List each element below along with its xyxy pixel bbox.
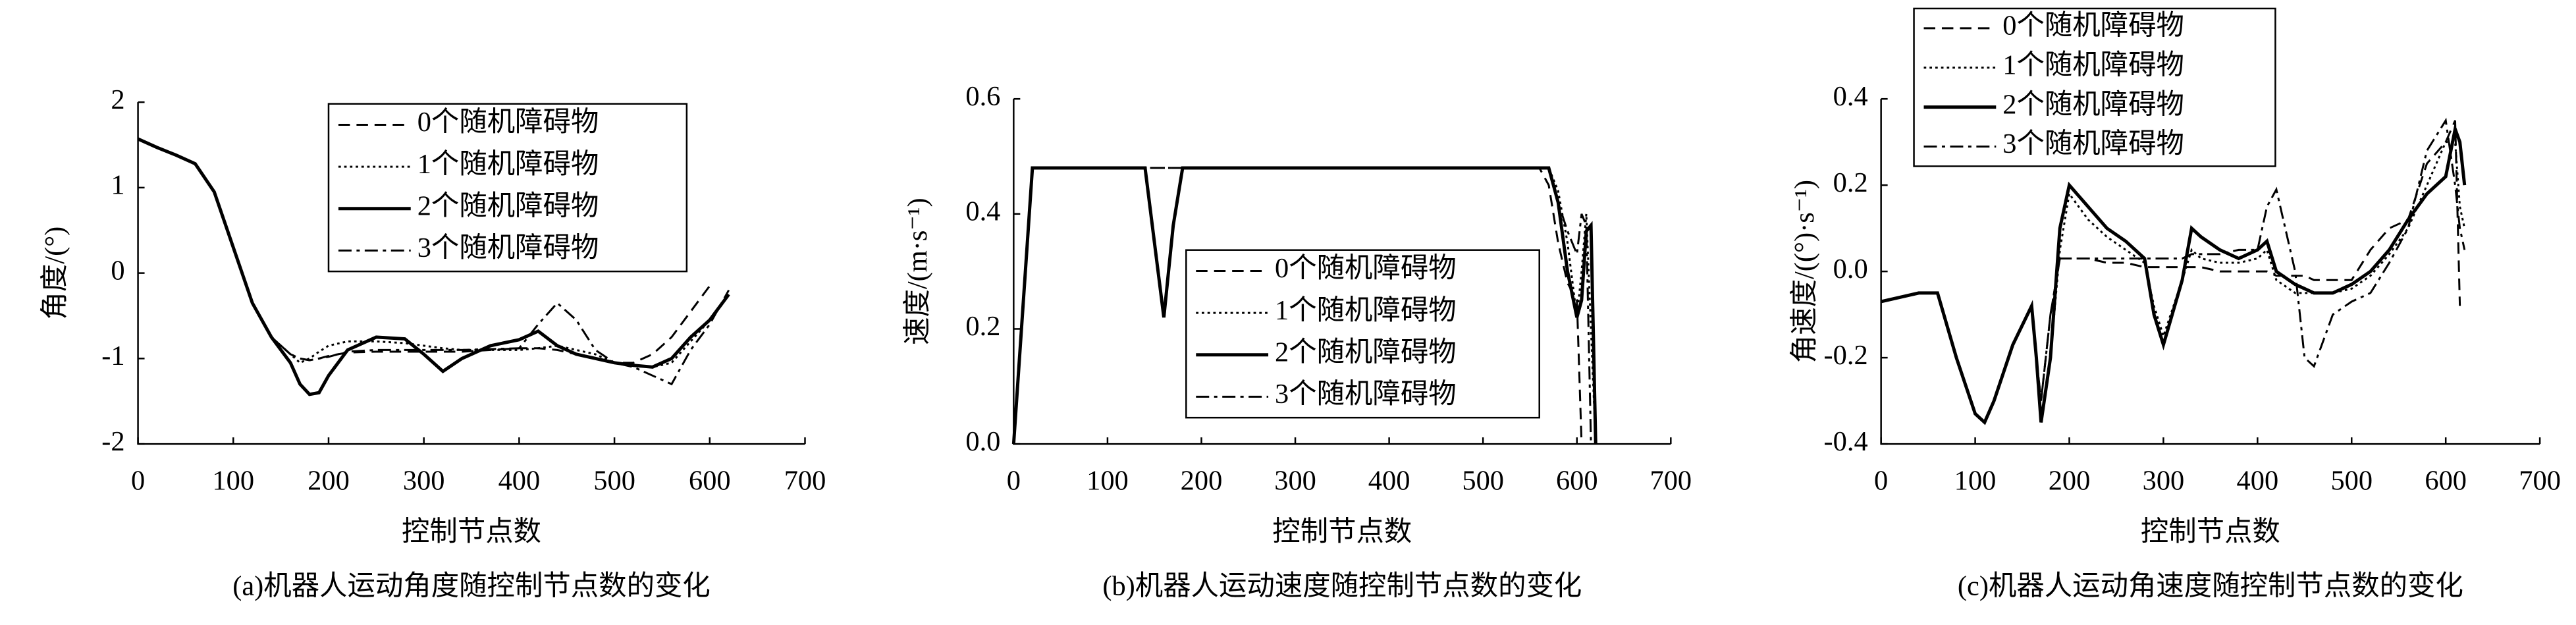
legend-label: 0个随机障碍物 xyxy=(2002,11,2184,41)
legend-box xyxy=(1913,7,2276,167)
y-axis-label: 速度/(m·s⁻¹) xyxy=(902,198,933,345)
x-tick-label: 100 xyxy=(212,466,254,497)
legend-label: 2个随机障碍物 xyxy=(417,190,599,221)
legend-label: 1个随机障碍物 xyxy=(2002,49,2184,80)
y-tick-label: 0.0 xyxy=(1833,254,1868,285)
caption: (c)机器人运动角速度随控制节点数的变化 xyxy=(1958,570,2463,601)
x-tick-label: 700 xyxy=(2519,466,2561,497)
x-tick-label: 100 xyxy=(1087,466,1129,497)
data-line xyxy=(137,138,730,386)
legend-label: 3个随机障碍物 xyxy=(2002,128,2184,159)
x-tick-label: 200 xyxy=(308,466,350,497)
x-tick-label: 100 xyxy=(1954,466,1997,497)
legend-box xyxy=(327,103,688,273)
x-tick-label: 400 xyxy=(498,466,541,497)
x-tick-label: 0 xyxy=(1007,466,1021,497)
y-tick-label: 0.4 xyxy=(1833,81,1868,112)
x-tick-label: 500 xyxy=(593,466,635,497)
x-tick-label: 300 xyxy=(1274,466,1316,497)
legend-label: 0个随机障碍物 xyxy=(417,107,599,138)
y-tick-label: 0.0 xyxy=(965,426,1000,457)
x-tick-label: 600 xyxy=(1556,466,1598,497)
legend-label: 2个随机障碍物 xyxy=(2002,89,2184,120)
data-line xyxy=(1881,117,2466,424)
y-tick-label: 0.4 xyxy=(965,196,1000,227)
y-tick-label: -0.4 xyxy=(1824,426,1868,457)
data-line xyxy=(1011,166,1597,445)
x-tick-label: 700 xyxy=(784,466,826,497)
x-tick-label: 0 xyxy=(131,466,145,497)
x-tick-label: 200 xyxy=(1181,466,1223,497)
y-axis-label: 角速度/((°)·s⁻¹) xyxy=(1789,180,1820,363)
x-axis-label: 控制节点数 xyxy=(1272,516,1412,547)
x-tick-label: 400 xyxy=(2237,466,2279,497)
x-axis-label: 控制节点数 xyxy=(402,516,541,547)
legend-label: 3个随机障碍物 xyxy=(417,232,599,263)
data-line xyxy=(1881,122,2467,425)
caption: (a)机器人运动角度随控制节点数的变化 xyxy=(232,570,711,601)
x-tick-label: 0 xyxy=(1874,466,1888,497)
x-tick-label: 600 xyxy=(2425,466,2467,497)
x-tick-label: 600 xyxy=(689,466,731,497)
x-axis-label: 控制节点数 xyxy=(2141,516,2280,547)
x-tick-label: 300 xyxy=(2143,466,2185,497)
y-tick-label: 0.2 xyxy=(1833,167,1868,198)
x-tick-label: 400 xyxy=(1368,466,1410,497)
y-tick-label: 2 xyxy=(111,84,124,115)
y-tick-label: -1 xyxy=(101,340,124,371)
y-axis-label: 角度/(°) xyxy=(40,227,70,320)
y-tick-label: -2 xyxy=(101,426,124,457)
x-tick-label: 500 xyxy=(2330,466,2373,497)
x-tick-label: 200 xyxy=(2049,466,2091,497)
data-line xyxy=(1881,120,2461,424)
data-line xyxy=(1881,141,2466,424)
x-tick-label: 300 xyxy=(403,466,445,497)
legend-label: 1个随机障碍物 xyxy=(417,149,599,180)
y-tick-label: 0.6 xyxy=(965,81,1000,112)
y-tick-label: -0.2 xyxy=(1824,340,1868,371)
data-line xyxy=(1012,167,1592,445)
y-tick-label: 1 xyxy=(111,170,124,201)
legend-label: 1个随机障碍物 xyxy=(1275,295,1457,326)
legend-label: 0个随机障碍物 xyxy=(1275,253,1457,284)
x-tick-label: 500 xyxy=(1462,466,1504,497)
legend-label: 2个随机障碍物 xyxy=(1275,337,1457,367)
x-tick-label: 700 xyxy=(1650,466,1692,497)
legend-label: 3个随机障碍物 xyxy=(1275,379,1457,410)
y-tick-label: 0 xyxy=(111,255,124,286)
y-tick-label: 0.2 xyxy=(965,311,1000,342)
legend-box xyxy=(1185,249,1540,419)
caption: (b)机器人运动速度随控制节点数的变化 xyxy=(1102,570,1582,601)
